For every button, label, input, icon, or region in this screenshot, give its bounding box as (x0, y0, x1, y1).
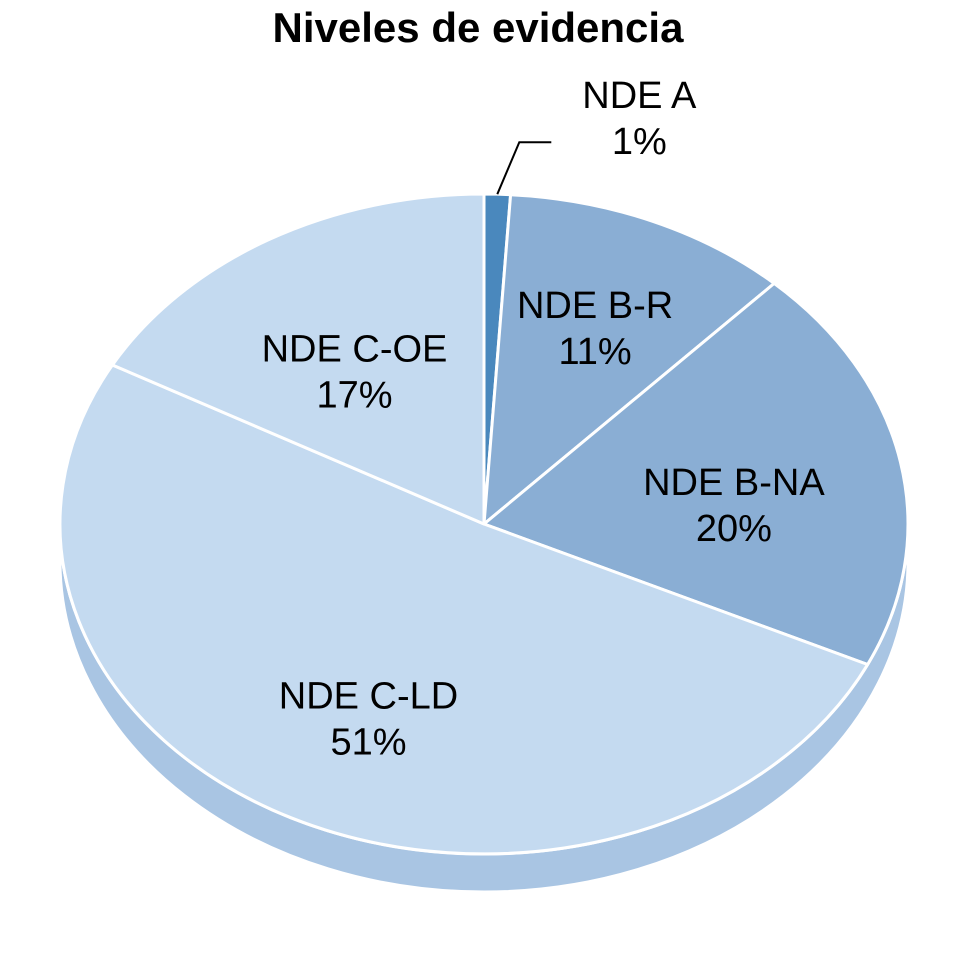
pie-slice-nde-c-oe (110, 192, 486, 526)
slice-label-nde-b-na: NDE B-NA (643, 462, 825, 504)
slice-label-nde-b-r: NDE B-R (517, 285, 673, 327)
slice-value-nde-c-ld: 51% (330, 721, 406, 763)
pie-slice-nde-b-r (482, 193, 776, 526)
slice-value-nde-b-r: 11% (558, 331, 631, 373)
slice-value-nde-b-na: 20% (696, 508, 772, 550)
slice-label-nde-c-oe: NDE C-OE (262, 329, 448, 371)
slice-label-nde-c-ld: NDE C-LD (279, 675, 458, 717)
leader-line-nde-a (496, 141, 552, 195)
chart-title: Niveles de evidencia (272, 4, 684, 51)
slice-label-nde-a: NDE A (582, 75, 697, 117)
pie-slice-nde-c-ld (58, 363, 870, 856)
pie-slice-nde-b-na (482, 281, 910, 666)
slice-value-nde-a: 1% (612, 121, 667, 163)
slice-value-nde-c-oe: 17% (316, 375, 392, 417)
